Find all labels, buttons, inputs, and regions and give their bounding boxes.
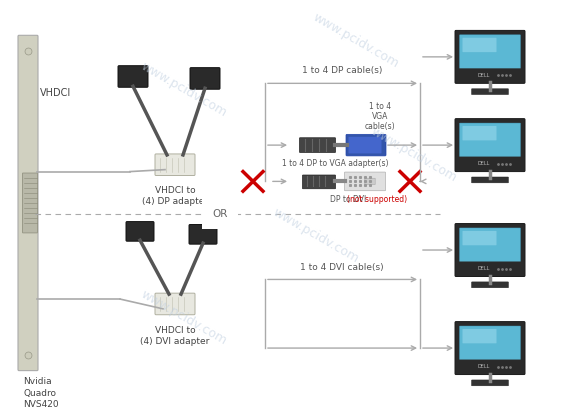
- Text: DELL: DELL: [478, 73, 490, 78]
- Text: VHDCI: VHDCI: [40, 88, 71, 98]
- Text: VHDCI to
(4) DP adapter: VHDCI to (4) DP adapter: [142, 186, 208, 206]
- FancyBboxPatch shape: [456, 68, 524, 83]
- FancyBboxPatch shape: [190, 68, 220, 89]
- FancyBboxPatch shape: [455, 119, 525, 171]
- FancyBboxPatch shape: [300, 138, 335, 152]
- Text: DELL: DELL: [478, 364, 490, 369]
- FancyBboxPatch shape: [460, 228, 521, 264]
- FancyBboxPatch shape: [365, 178, 375, 185]
- Text: www.pcidv.com: www.pcidv.com: [138, 60, 229, 120]
- FancyBboxPatch shape: [22, 173, 37, 233]
- Text: (not supported): (not supported): [347, 195, 407, 204]
- FancyBboxPatch shape: [455, 30, 525, 83]
- FancyBboxPatch shape: [471, 89, 509, 95]
- Text: www.pcidv.com: www.pcidv.com: [138, 288, 229, 347]
- FancyBboxPatch shape: [463, 126, 497, 140]
- FancyBboxPatch shape: [346, 134, 386, 156]
- Text: DELL: DELL: [478, 161, 490, 166]
- FancyBboxPatch shape: [18, 35, 38, 371]
- FancyBboxPatch shape: [456, 359, 524, 374]
- Text: Nvidia
Quadro
NVS420: Nvidia Quadro NVS420: [23, 378, 59, 409]
- FancyBboxPatch shape: [455, 224, 525, 276]
- FancyBboxPatch shape: [471, 282, 509, 288]
- Text: DELL: DELL: [478, 266, 490, 271]
- Text: VHDCI to
(4) DVI adapter: VHDCI to (4) DVI adapter: [140, 325, 210, 346]
- Text: 1 to 4
VGA
cable(s): 1 to 4 VGA cable(s): [364, 102, 395, 132]
- Text: 1 to 4 DP to VGA adapter(s): 1 to 4 DP to VGA adapter(s): [282, 159, 388, 168]
- FancyBboxPatch shape: [471, 380, 509, 386]
- FancyBboxPatch shape: [455, 322, 525, 375]
- FancyBboxPatch shape: [344, 172, 386, 191]
- FancyBboxPatch shape: [460, 35, 521, 71]
- FancyBboxPatch shape: [456, 156, 524, 171]
- FancyBboxPatch shape: [460, 326, 521, 362]
- Text: OR: OR: [212, 209, 228, 219]
- FancyBboxPatch shape: [189, 225, 217, 244]
- FancyBboxPatch shape: [463, 231, 497, 245]
- FancyBboxPatch shape: [460, 123, 521, 159]
- FancyBboxPatch shape: [302, 175, 335, 189]
- Text: 1 to 4 DVI cable(s): 1 to 4 DVI cable(s): [300, 263, 384, 271]
- FancyBboxPatch shape: [126, 222, 154, 241]
- FancyBboxPatch shape: [463, 329, 497, 343]
- Text: 1 to 4 DP cable(s): 1 to 4 DP cable(s): [302, 66, 382, 76]
- FancyBboxPatch shape: [118, 66, 148, 87]
- Text: DP to DVI: DP to DVI: [330, 195, 369, 204]
- Text: www.pcidv.com: www.pcidv.com: [368, 125, 459, 185]
- Text: www.pcidv.com: www.pcidv.com: [311, 11, 401, 71]
- FancyBboxPatch shape: [348, 137, 382, 154]
- Text: www.pcidv.com: www.pcidv.com: [270, 206, 361, 266]
- FancyBboxPatch shape: [456, 261, 524, 276]
- FancyBboxPatch shape: [463, 38, 497, 52]
- FancyBboxPatch shape: [155, 154, 195, 176]
- FancyBboxPatch shape: [155, 293, 195, 315]
- FancyBboxPatch shape: [471, 177, 509, 183]
